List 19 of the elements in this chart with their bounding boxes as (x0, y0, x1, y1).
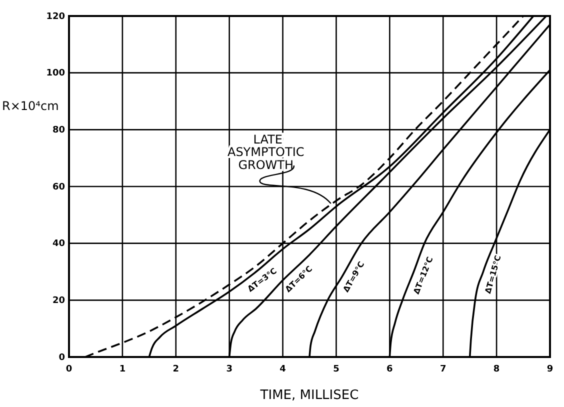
x-tick-label: 3 (226, 364, 232, 374)
y-tick-label: 40 (52, 239, 65, 250)
x-tick-label: 5 (333, 364, 340, 374)
y-tick-label: 120 (46, 12, 65, 22)
y-tick-label: 20 (52, 296, 65, 306)
x-axis-title: TIME, MILLISEC (259, 388, 359, 403)
y-tick-label: 60 (52, 182, 65, 192)
x-tick-label: 4 (280, 364, 286, 374)
x-tick-label: 9 (546, 364, 554, 374)
x-tick-label: 7 (440, 364, 446, 374)
x-tick-label: 2 (172, 364, 180, 374)
y-axis-title: R×10⁴cm (2, 98, 59, 113)
y-tick-label: 100 (46, 68, 65, 79)
x-tick-label: 8 (493, 364, 500, 374)
y-tick-label: 0 (58, 352, 65, 363)
x-tick-label: 6 (386, 364, 393, 374)
x-tick-label: 1 (119, 364, 126, 374)
y-tick-label: 80 (52, 126, 65, 136)
x-tick-label: 0 (66, 364, 72, 374)
